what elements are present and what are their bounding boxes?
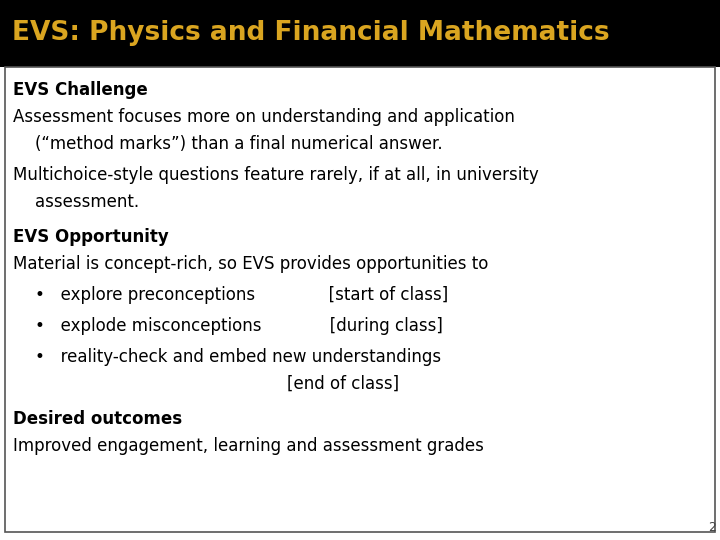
Text: Desired outcomes: Desired outcomes <box>13 410 182 428</box>
Text: (“method marks”) than a final numerical answer.: (“method marks”) than a final numerical … <box>35 135 443 153</box>
Text: •   explode misconceptions             [during class]: • explode misconceptions [during class] <box>35 317 443 335</box>
Text: EVS: Physics and Financial Mathematics: EVS: Physics and Financial Mathematics <box>12 21 610 46</box>
Text: •   reality-check and embed new understandings: • reality-check and embed new understand… <box>35 348 441 366</box>
Text: Material is concept-rich, so EVS provides opportunities to: Material is concept-rich, so EVS provide… <box>13 255 488 273</box>
Text: 2: 2 <box>708 521 716 534</box>
Text: assessment.: assessment. <box>35 193 139 211</box>
Bar <box>5 67 715 532</box>
Text: EVS Opportunity: EVS Opportunity <box>13 228 168 246</box>
Text: Improved engagement, learning and assessment grades: Improved engagement, learning and assess… <box>13 437 484 455</box>
Text: EVS Challenge: EVS Challenge <box>13 81 148 99</box>
Text: [end of class]: [end of class] <box>35 375 399 393</box>
Text: Assessment focuses more on understanding and application: Assessment focuses more on understanding… <box>13 108 515 126</box>
Text: Multichoice-style questions feature rarely, if at all, in university: Multichoice-style questions feature rare… <box>13 166 539 184</box>
Text: •   explore preconceptions              [start of class]: • explore preconceptions [start of class… <box>35 286 449 304</box>
Bar <box>0 0 720 67</box>
